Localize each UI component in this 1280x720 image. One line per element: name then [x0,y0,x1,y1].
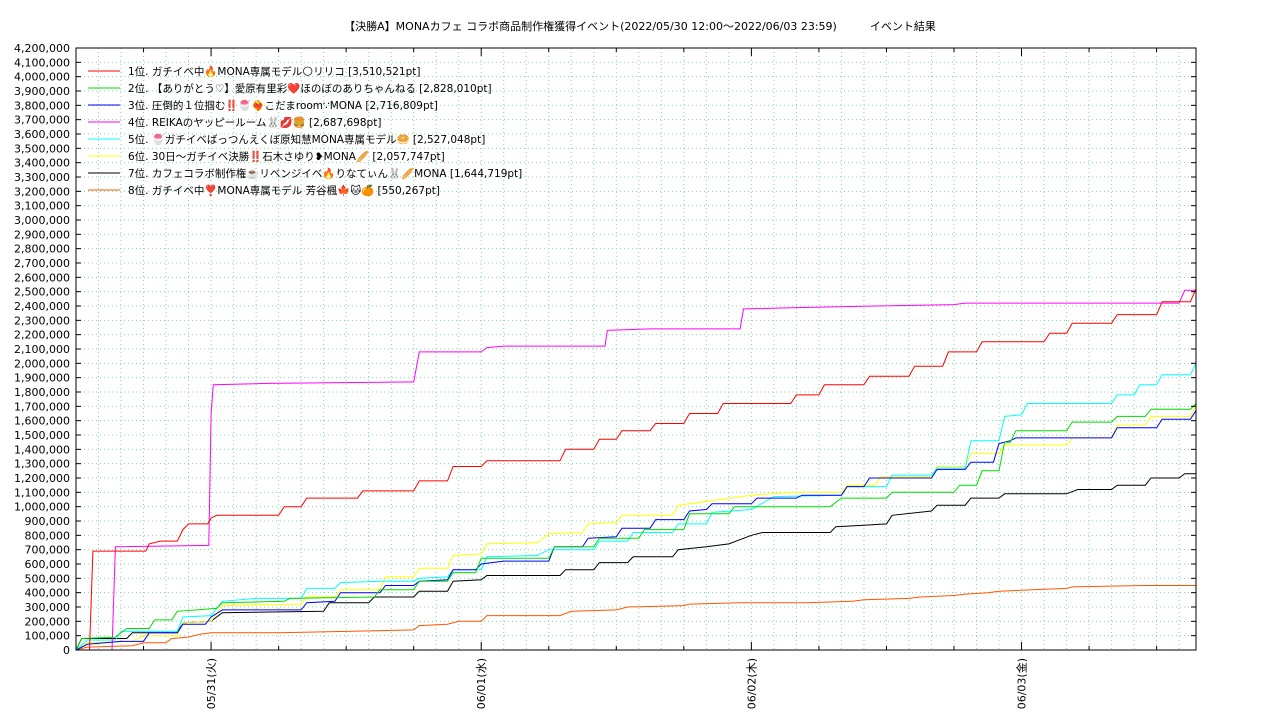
y-tick-label: 3,600,000 [14,128,70,141]
y-tick-label: 0 [63,644,70,657]
x-tick-label: 05/31(火) [205,658,218,709]
y-tick-label: 800,000 [25,529,71,542]
legend-entry: 3位. 圧倒的１位掴む‼️🍧❤️‍🔥こだまroom∵MONA [2,716,80… [128,99,438,112]
y-tick-label: 1,400,000 [14,443,70,456]
series-line-4 [76,289,1196,650]
y-tick-label: 2,900,000 [14,228,70,241]
y-tick-label: 3,700,000 [14,114,70,127]
series-line-8 [76,585,1196,650]
chart-title: 【決勝A】MONAカフェ コラボ商品制作権獲得イベント(2022/05/30 1… [344,20,936,33]
series-line-6 [76,404,1196,650]
y-tick-label: 4,200,000 [14,42,70,55]
legend-entry: 4位. REIKAのヤッピールーム🐰💋🍔 [2,687,698pt] [128,116,381,129]
y-tick-label: 3,800,000 [14,99,70,112]
series-line-7 [76,473,1196,650]
y-tick-label: 3,200,000 [14,185,70,198]
legend-entry: 6位. 30日〜ガチイベ決勝‼️石木さゆり❥MONA🥖 [2,057,747pt… [128,150,445,163]
legend-entry: 1位. ガチイベ中🔥MONA専属モデル🌕リリコ [3,510,521pt] [128,65,421,78]
y-tick-label: 4,000,000 [14,71,70,84]
y-tick-label: 700,000 [25,544,71,557]
series-line-5 [76,362,1196,650]
y-tick-label: 3,900,000 [14,85,70,98]
y-tick-label: 2,500,000 [14,286,70,299]
y-tick-label: 1,700,000 [14,400,70,413]
series-layer [76,287,1196,650]
y-tick-label: 2,000,000 [14,357,70,370]
y-tick-label: 2,200,000 [14,329,70,342]
x-tick-label: 06/01(水) [475,658,488,709]
y-tick-label: 2,300,000 [14,314,70,327]
legend-entry: 7位. カフェコラボ制作権☕️リベンジイベ🔥りなてぃん🐰🥖MONA [1,644… [128,167,522,180]
y-tick-label: 100,000 [25,630,71,643]
y-tick-label: 500,000 [25,572,71,585]
y-tick-label: 1,500,000 [14,429,70,442]
y-tick-label: 600,000 [25,558,71,571]
legend-entry: 8位. ガチイベ中❣️MONA専属モデル 芳谷楓🍁🐱🍊 [550,267pt] [128,184,440,197]
grid-lines [76,48,1196,650]
y-tick-label: 1,200,000 [14,472,70,485]
y-tick-label: 3,500,000 [14,142,70,155]
y-tick-label: 200,000 [25,615,71,628]
y-tick-label: 2,400,000 [14,300,70,313]
y-tick-label: 1,800,000 [14,386,70,399]
y-tick-label: 3,300,000 [14,171,70,184]
y-tick-label: 1,100,000 [14,486,70,499]
y-tick-label: 3,100,000 [14,200,70,213]
y-tick-label: 1,600,000 [14,415,70,428]
y-tick-label: 900,000 [25,515,71,528]
y-tick-label: 1,000,000 [14,501,70,514]
series-line-2 [76,403,1196,650]
legend-entry: 2位. 【ありがとう♡】愛原有里彩❤️ほのぼのありちゃんねる [2,828,01… [128,82,492,95]
y-tick-label: 400,000 [25,587,71,600]
y-tick-label: 3,000,000 [14,214,70,227]
y-tick-label: 2,800,000 [14,243,70,256]
y-tick-label: 300,000 [25,601,71,614]
y-tick-label: 2,600,000 [14,271,70,284]
y-tick-label: 4,100,000 [14,56,70,69]
y-tick-label: 1,300,000 [14,458,70,471]
legend: 1位. ガチイベ中🔥MONA専属モデル🌕リリコ [3,510,521pt] 2位.… [88,65,522,197]
x-tick-label: 06/02(木) [745,658,758,709]
y-tick-label: 2,700,000 [14,257,70,270]
x-tick-label: 06/03(金) [1015,658,1029,709]
y-tick-label: 3,400,000 [14,157,70,170]
series-line-3 [76,410,1196,650]
y-tick-label: 1,900,000 [14,372,70,385]
y-tick-label: 2,100,000 [14,343,70,356]
legend-entry: 5位. 🍧ガチイベばっつんえくぼ原知慧MONA専属モデル🥯 [2,527,048… [128,133,485,146]
series-line-1 [76,287,1196,650]
